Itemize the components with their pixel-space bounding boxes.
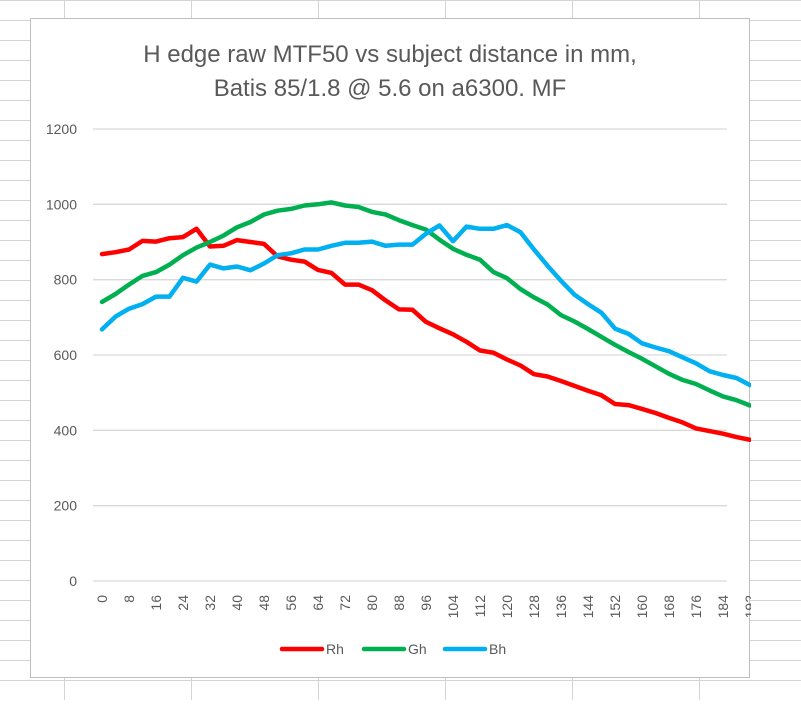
x-tick-label: 8 <box>121 595 137 603</box>
x-tick-label: 96 <box>418 595 434 611</box>
x-tick-label: 0 <box>94 595 110 603</box>
x-tick-label: 152 <box>607 595 623 619</box>
y-tick-label: 1000 <box>46 196 77 212</box>
x-tick-label: 136 <box>553 595 569 619</box>
x-tick-label: 104 <box>445 595 461 619</box>
x-tick-label: 24 <box>175 595 191 611</box>
y-tick-label: 600 <box>54 347 78 363</box>
legend-label-Gh: Gh <box>408 641 427 657</box>
x-tick-label: 112 <box>472 595 488 618</box>
y-tick-label: 0 <box>69 573 77 589</box>
x-tick-label: 32 <box>202 595 218 611</box>
chart-title-line-1: H edge raw MTF50 vs subject distance in … <box>143 41 637 68</box>
x-tick-label: 72 <box>337 595 353 611</box>
x-tick-label: 184 <box>715 595 731 619</box>
legend-label-Rh: Rh <box>326 641 344 657</box>
chart-title-line-2: Batis 85/1.8 @ 5.6 on a6300. MF <box>213 75 567 102</box>
x-tick-label: 16 <box>148 595 164 611</box>
legend-label-Bh: Bh <box>489 641 506 657</box>
y-tick-label: 200 <box>54 498 78 514</box>
x-tick-label: 160 <box>634 595 650 619</box>
x-tick-label: 80 <box>364 595 380 611</box>
x-tick-label: 40 <box>229 595 245 611</box>
chart-plot: 0 200 400 600 800 1000 1200 0 8 16 24 32 40 48 56 64 72 8… <box>46 121 751 657</box>
x-tick-label: 56 <box>283 595 299 611</box>
x-tick-label: 120 <box>499 595 515 619</box>
x-tick-label: 168 <box>661 595 677 619</box>
series-line-Rh <box>99 226 751 443</box>
series-line-Bh <box>99 222 751 388</box>
x-tick-label: 64 <box>310 595 326 611</box>
y-tick-label: 1200 <box>46 121 77 137</box>
x-tick-label: 192 <box>742 595 751 619</box>
y-tick-label: 400 <box>54 422 78 438</box>
x-tick-label: 176 <box>688 595 704 619</box>
x-tick-label: 128 <box>526 595 542 619</box>
x-tick-label: 144 <box>580 595 596 619</box>
x-tick-label: 88 <box>391 595 407 611</box>
series-line-Gh <box>99 200 751 408</box>
chart-area[interactable]: H edge raw MTF50 vs subject distance in … <box>30 18 751 678</box>
x-tick-label: 48 <box>256 595 272 611</box>
y-tick-label: 800 <box>54 272 78 288</box>
